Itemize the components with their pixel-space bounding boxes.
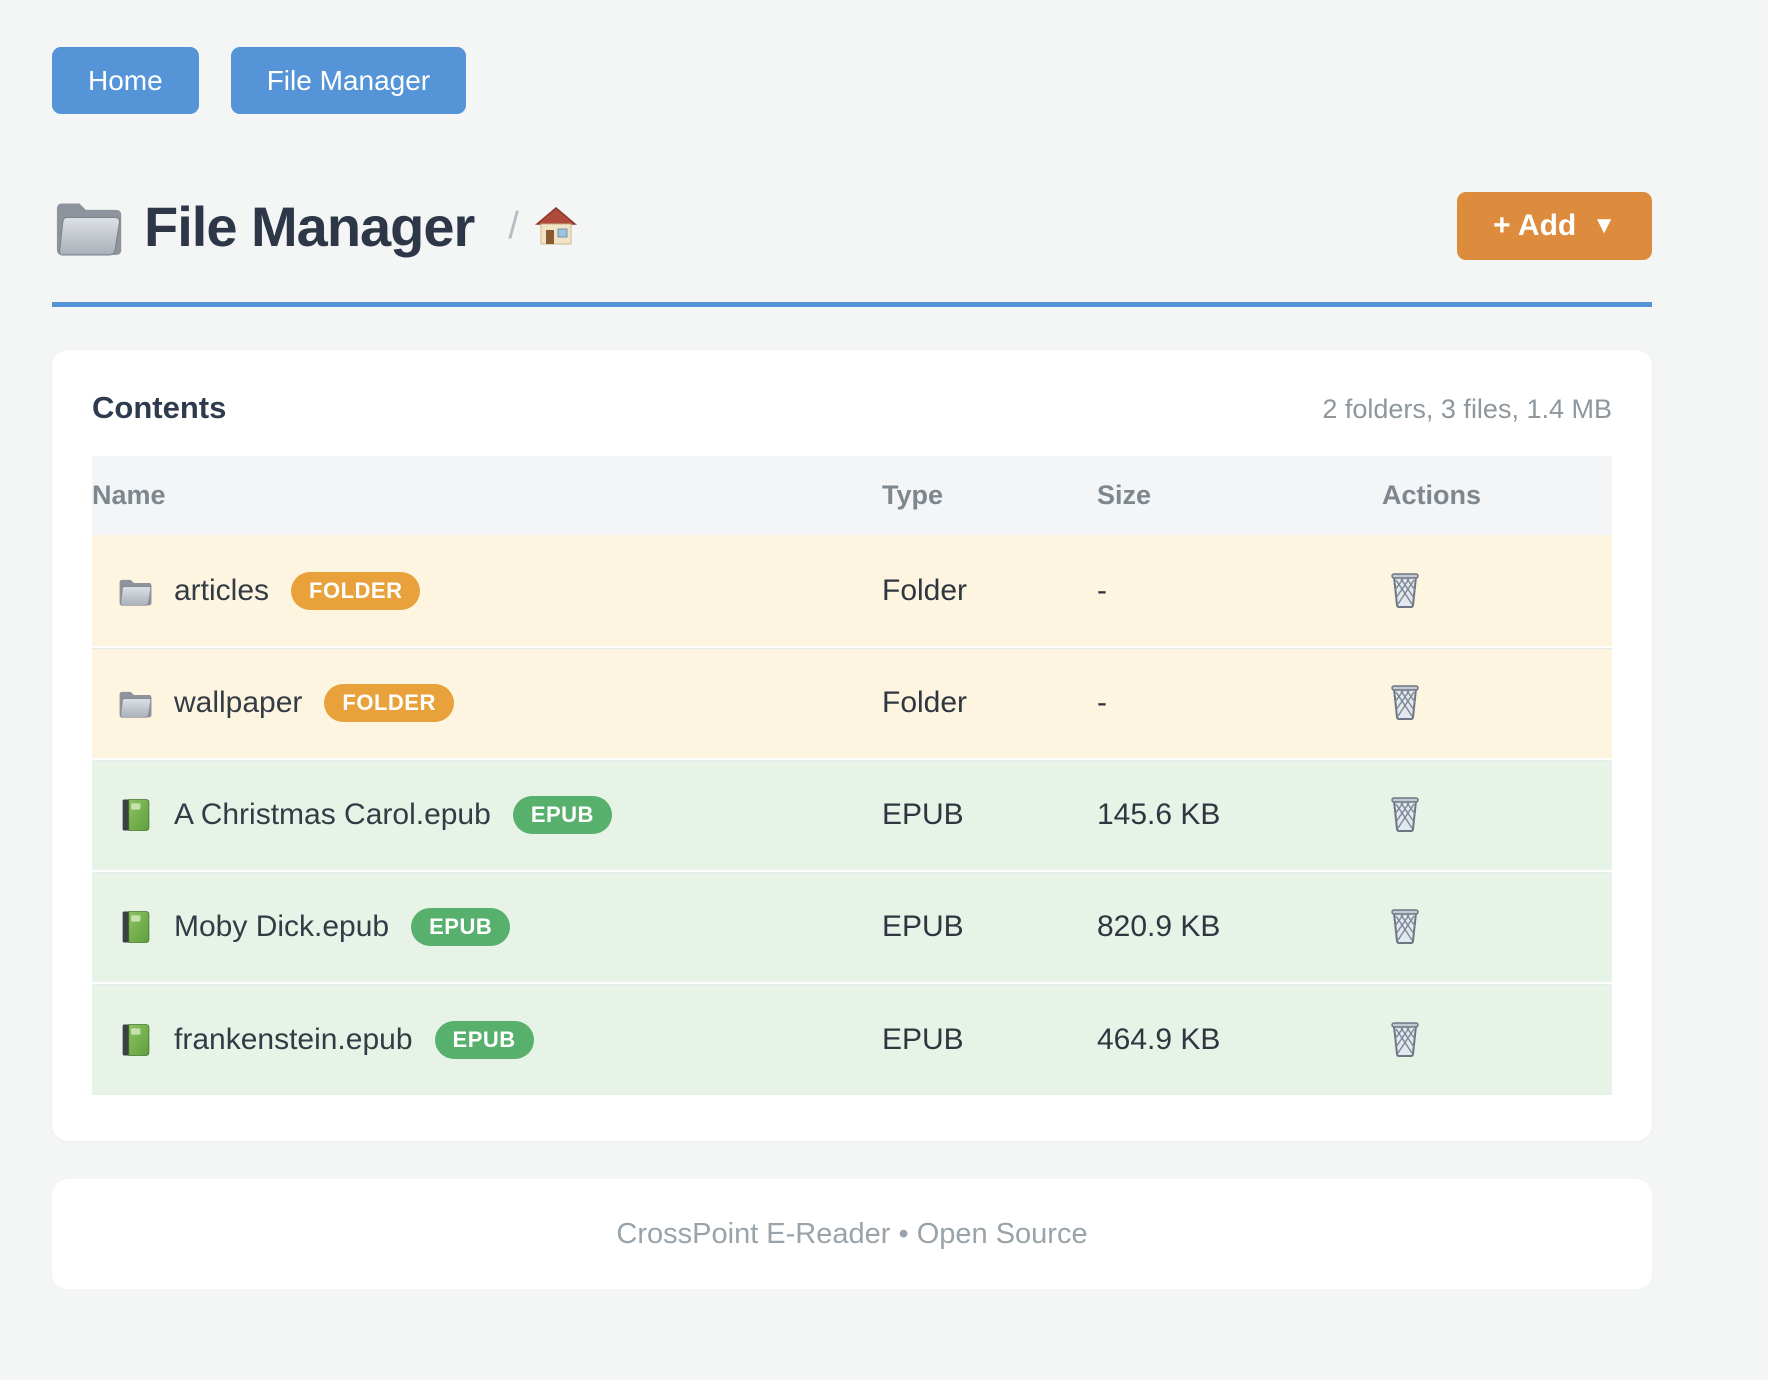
type-badge: EPUB <box>411 908 511 946</box>
header-divider <box>52 302 1652 307</box>
trash-icon <box>1391 1021 1419 1057</box>
item-size: - <box>1097 646 1382 759</box>
footer: CrossPoint E-Reader • Open Source <box>52 1179 1652 1289</box>
delete-button[interactable] <box>1382 1014 1428 1062</box>
add-button[interactable]: + Add ▼ <box>1457 192 1652 260</box>
item-size: 464.9 KB <box>1097 982 1382 1095</box>
item-type: EPUB <box>882 758 1097 871</box>
page-title: File Manager <box>144 194 475 258</box>
table-row[interactable]: frankenstein.epub EPUB EPUB 464.9 KB <box>92 982 1612 1095</box>
book-icon <box>122 911 150 943</box>
trash-icon <box>1391 685 1419 720</box>
title-group: File Manager / <box>52 194 577 259</box>
item-type: Folder <box>882 646 1097 759</box>
trash-icon <box>1391 909 1419 944</box>
item-name[interactable]: articles <box>174 573 270 607</box>
file-manager-nav-button[interactable]: File Manager <box>230 47 467 114</box>
column-header-name: Name <box>92 456 882 535</box>
table-row[interactable]: wallpaper FOLDER Folder - <box>92 646 1612 759</box>
type-badge: FOLDER <box>291 571 421 610</box>
breadcrumb: / <box>508 205 577 248</box>
item-name[interactable]: Moby Dick.epub <box>174 910 390 943</box>
folder-icon <box>119 579 152 606</box>
item-name[interactable]: wallpaper <box>174 686 303 719</box>
delete-button[interactable] <box>1382 901 1428 949</box>
footer-text: CrossPoint E-Reader • Open Source <box>616 1217 1088 1250</box>
breadcrumb-separator: / <box>508 204 519 247</box>
column-header-actions: Actions <box>1382 456 1612 535</box>
item-name[interactable]: frankenstein.epub <box>174 1022 413 1056</box>
table-header-row: Name Type Size Actions <box>92 456 1612 535</box>
delete-button[interactable] <box>1382 677 1428 725</box>
folder-icon <box>119 691 152 718</box>
page-container: Home File Manager File Manager / + Add ▼… <box>52 0 1652 1289</box>
item-type: EPUB <box>882 870 1097 983</box>
top-nav: Home File Manager <box>52 0 1652 114</box>
column-header-type: Type <box>882 456 1097 535</box>
delete-button[interactable] <box>1382 789 1428 837</box>
table-row[interactable]: articles FOLDER Folder - <box>92 535 1612 647</box>
chevron-down-icon: ▼ <box>1592 212 1616 239</box>
trash-icon <box>1391 797 1419 832</box>
item-type: EPUB <box>882 982 1097 1095</box>
book-icon <box>122 1023 150 1056</box>
add-button-label: + Add <box>1493 209 1577 242</box>
home-nav-button[interactable]: Home <box>52 47 199 114</box>
item-type: Folder <box>882 535 1097 647</box>
column-header-size: Size <box>1097 456 1382 535</box>
table-row[interactable]: A Christmas Carol.epub EPUB EPUB 145.6 K… <box>92 758 1612 871</box>
file-table: Name Type Size Actions articles FOLDER F… <box>92 456 1612 1095</box>
table-row[interactable]: Moby Dick.epub EPUB EPUB 820.9 KB <box>92 870 1612 983</box>
folder-icon <box>56 202 122 256</box>
item-name[interactable]: A Christmas Carol.epub <box>174 798 491 831</box>
contents-summary: 2 folders, 3 files, 1.4 MB <box>1322 394 1612 424</box>
contents-title: Contents <box>92 390 227 425</box>
delete-button[interactable] <box>1382 565 1428 613</box>
type-badge: FOLDER <box>324 684 454 722</box>
contents-card: Contents 2 folders, 3 files, 1.4 MB Name… <box>52 350 1652 1141</box>
item-size: - <box>1097 535 1382 647</box>
type-badge: EPUB <box>512 796 612 834</box>
item-size: 820.9 KB <box>1097 870 1382 983</box>
page-header: File Manager / + Add ▼ <box>52 192 1652 260</box>
book-icon <box>122 799 150 831</box>
trash-icon <box>1391 572 1419 608</box>
home-icon[interactable] <box>535 206 577 246</box>
item-size: 145.6 KB <box>1097 758 1382 871</box>
contents-card-header: Contents 2 folders, 3 files, 1.4 MB <box>92 390 1612 426</box>
type-badge: EPUB <box>434 1020 534 1059</box>
